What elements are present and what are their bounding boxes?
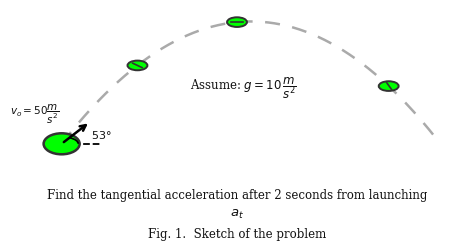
Text: Assume: $g = 10\,\dfrac{m}{s^2}$: Assume: $g = 10\,\dfrac{m}{s^2}$: [190, 76, 297, 102]
Ellipse shape: [128, 61, 147, 70]
Ellipse shape: [227, 17, 247, 27]
Text: $a_t$: $a_t$: [230, 208, 244, 221]
Ellipse shape: [379, 81, 399, 91]
Circle shape: [44, 133, 80, 154]
Text: $v_o = 50\dfrac{m}{s^2}$: $v_o = 50\dfrac{m}{s^2}$: [9, 103, 59, 126]
Text: $53°$: $53°$: [91, 129, 112, 141]
Text: Fig. 1.  Sketch of the problem: Fig. 1. Sketch of the problem: [148, 228, 326, 241]
Text: Find the tangential acceleration after 2 seconds from launching: Find the tangential acceleration after 2…: [47, 189, 427, 202]
